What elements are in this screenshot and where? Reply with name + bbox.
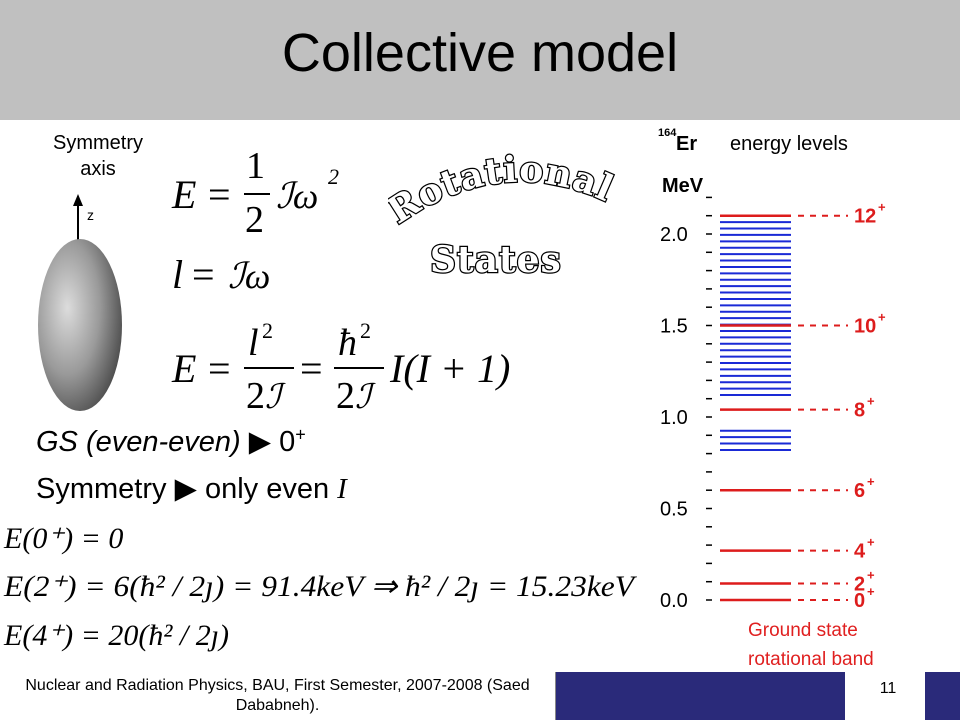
svg-text:ℐω: ℐω <box>228 256 270 296</box>
symmetry-line: Symmetry ▶ only even I <box>36 471 347 506</box>
svg-text:l: l <box>248 322 259 364</box>
chart-title-rest: energy levels <box>730 133 848 155</box>
tick-group: 2.0 1.5 1.0 0.5 0.0 <box>660 196 712 612</box>
eq-e0: E(0⁺) = 0 <box>3 522 123 555</box>
energy-level-diagram: 164 Er energy levels MeV 2.0 1.5 1.0 0.5 0.0… <box>648 120 938 680</box>
svg-text:=: = <box>208 346 231 391</box>
symmetry-label-line1: Symmetry <box>53 132 143 154</box>
level-parity: + <box>878 200 886 215</box>
level-parity: + <box>867 474 875 489</box>
svg-text:2: 2 <box>328 164 339 189</box>
symmetry-label-line2: axis <box>80 158 116 180</box>
eq-e4: E(4⁺) = 20(ħ² / 2ȷ) <box>3 619 229 652</box>
caption-line2: rotational band <box>748 649 874 670</box>
svg-text:=: = <box>192 252 215 297</box>
tick-label: 1.0 <box>660 407 688 429</box>
svg-text:=: = <box>300 346 323 391</box>
level-group: 12 +10 +8 +6 +4 +2 +0 + <box>720 200 886 612</box>
symmetry-axis-label: Symmetry axis <box>38 130 158 182</box>
title-bar <box>0 0 960 120</box>
svg-text:2: 2 <box>360 318 371 343</box>
svg-text:ℐ: ℐ <box>355 379 376 416</box>
svg-text:l: l <box>172 252 183 297</box>
gs-value: 0 <box>279 426 296 458</box>
gs-line: GS (even-even) ▶ 0+ <box>36 424 306 459</box>
tick-label: 0.5 <box>660 499 688 521</box>
nucleus-mass: 164 <box>658 127 677 139</box>
tick-label: 0.0 <box>660 590 688 612</box>
svg-text:E: E <box>171 172 196 217</box>
page-number-box <box>845 672 925 720</box>
svg-text:1: 1 <box>246 145 265 187</box>
svg-text:2: 2 <box>245 199 264 241</box>
svg-text:I(I + 1): I(I + 1) <box>389 346 510 391</box>
level-label: 2 <box>854 574 865 596</box>
symmetry-value: only even <box>204 473 330 505</box>
level-label: 0 <box>854 590 865 612</box>
svg-text:E: E <box>171 346 196 391</box>
svg-text:ℐω: ℐω <box>276 176 318 216</box>
level-label: 4 <box>854 541 866 563</box>
level-label: 10 <box>854 316 876 338</box>
svg-text:ℐ: ℐ <box>265 379 286 416</box>
level-parity: + <box>878 310 886 325</box>
level-parity: + <box>867 535 875 550</box>
nucleus-symbol: Er <box>676 133 697 155</box>
right-triangle-icon: ▶ <box>248 426 272 458</box>
level-parity: + <box>867 568 875 583</box>
level-label: 6 <box>854 480 865 502</box>
symmetry-var: I <box>337 473 347 505</box>
svg-text:2: 2 <box>336 375 355 417</box>
eq-e2: E(2⁺) = 6(ħ² / 2ȷ) = 91.4keV ⇒ ħ² / 2ȷ =… <box>3 570 638 603</box>
level-label: 8 <box>854 400 865 422</box>
tick-label: 2.0 <box>660 224 688 246</box>
caption-line1: Ground state <box>748 620 858 641</box>
unit-label: MeV <box>662 175 704 197</box>
page-number: 11 <box>879 680 897 697</box>
svg-text:2: 2 <box>246 375 265 417</box>
svg-text:ħ: ħ <box>338 322 357 364</box>
svg-text:2: 2 <box>262 318 273 343</box>
rotational-states-wordart: Rotational States <box>388 150 620 282</box>
level-parity: + <box>867 584 875 599</box>
axis-label: z <box>87 207 94 223</box>
gs-sup: + <box>295 424 306 445</box>
symmetry-text: Symmetry <box>36 473 167 505</box>
tick-label: 1.5 <box>660 316 688 338</box>
footer-text: Nuclear and Radiation Physics, BAU, Firs… <box>0 676 555 716</box>
level-parity: + <box>867 394 875 409</box>
states-word: States <box>430 239 562 281</box>
slide-title: Collective model <box>281 23 679 83</box>
prolate-ellipsoid-icon: z <box>38 194 122 411</box>
right-triangle-icon: ▶ <box>174 473 197 505</box>
chart-title: 164 Er energy levels MeV <box>658 127 848 197</box>
svg-text:=: = <box>208 172 231 217</box>
gs-text: GS (even-even) <box>36 426 241 458</box>
level-label: 12 <box>854 206 876 228</box>
